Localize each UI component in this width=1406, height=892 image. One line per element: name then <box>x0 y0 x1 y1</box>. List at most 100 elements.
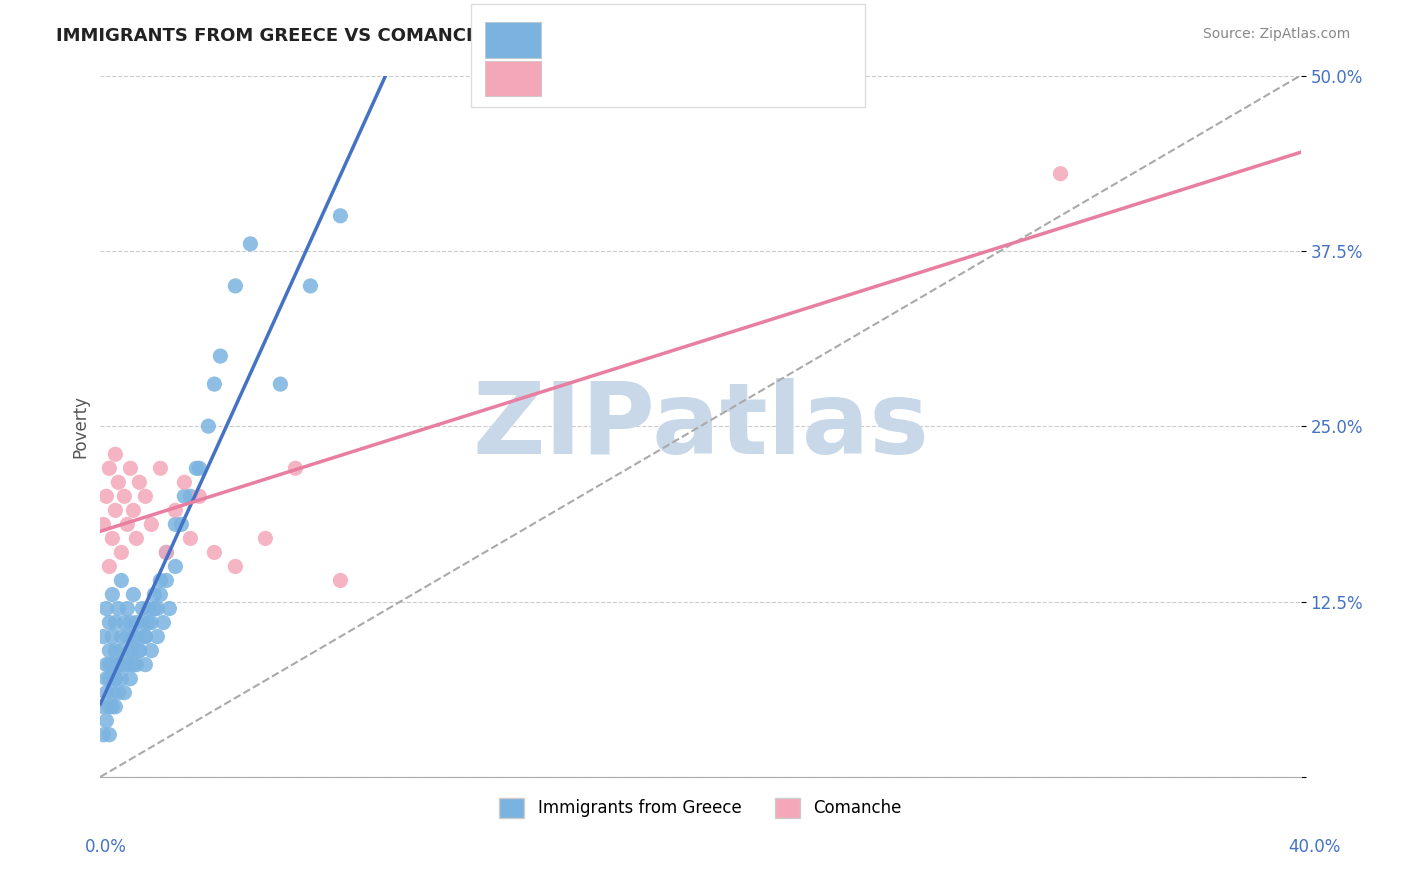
Point <box>101 699 124 714</box>
Point <box>122 630 145 644</box>
Point <box>155 545 177 559</box>
Text: N =: N = <box>675 69 714 87</box>
Point <box>165 517 187 532</box>
Point <box>98 643 121 657</box>
Point <box>96 714 118 728</box>
Text: ZIPatlas: ZIPatlas <box>472 377 929 475</box>
Point <box>128 643 150 657</box>
Point <box>101 532 124 546</box>
Point <box>120 461 142 475</box>
Point <box>269 377 291 392</box>
Point <box>125 532 148 546</box>
Point <box>152 615 174 630</box>
Point <box>112 615 135 630</box>
Y-axis label: Poverty: Poverty <box>72 394 89 458</box>
Point <box>125 630 148 644</box>
Point <box>93 728 115 742</box>
Point <box>202 377 225 392</box>
Point <box>239 236 262 251</box>
Point <box>209 349 232 363</box>
Point <box>149 574 172 588</box>
Point <box>284 461 307 475</box>
Text: 0.0%: 0.0% <box>84 838 127 855</box>
Point <box>131 615 153 630</box>
Point <box>120 643 142 657</box>
Point <box>138 615 160 630</box>
Point <box>117 657 139 672</box>
Point <box>101 587 124 601</box>
Point <box>179 489 201 503</box>
Point <box>101 630 124 644</box>
Point <box>186 461 208 475</box>
Point <box>134 657 156 672</box>
Point <box>120 672 142 686</box>
Point <box>96 489 118 503</box>
Point <box>93 630 115 644</box>
Point <box>104 503 127 517</box>
Point <box>96 657 118 672</box>
Point <box>131 601 153 615</box>
Point <box>122 657 145 672</box>
Point <box>104 699 127 714</box>
Point <box>146 630 169 644</box>
Point <box>107 657 129 672</box>
Point <box>157 601 180 615</box>
Point <box>104 643 127 657</box>
Point <box>155 574 177 588</box>
Point <box>104 672 127 686</box>
Point <box>128 643 150 657</box>
Point <box>93 699 115 714</box>
Point <box>188 461 211 475</box>
Point <box>110 574 132 588</box>
Point <box>146 601 169 615</box>
Point <box>224 559 246 574</box>
Point <box>98 728 121 742</box>
Point <box>107 475 129 490</box>
Point <box>104 672 127 686</box>
Point <box>110 672 132 686</box>
Text: IMMIGRANTS FROM GREECE VS COMANCHE POVERTY CORRELATION CHART: IMMIGRANTS FROM GREECE VS COMANCHE POVER… <box>56 27 814 45</box>
Point <box>107 601 129 615</box>
Point <box>155 545 177 559</box>
Point <box>125 615 148 630</box>
Point <box>125 657 148 672</box>
Point <box>122 587 145 601</box>
Text: 0.571: 0.571 <box>607 31 664 49</box>
Point <box>117 517 139 532</box>
Point <box>104 615 127 630</box>
Point <box>96 601 118 615</box>
Point <box>141 643 163 657</box>
Point <box>143 601 166 615</box>
Point <box>173 475 195 490</box>
Point <box>143 587 166 601</box>
Point <box>96 672 118 686</box>
Point <box>149 587 172 601</box>
Point <box>107 686 129 700</box>
Point <box>98 699 121 714</box>
Point <box>254 532 277 546</box>
Point <box>141 615 163 630</box>
Point <box>96 686 118 700</box>
Point <box>117 601 139 615</box>
Text: 29: 29 <box>717 69 742 87</box>
Point <box>107 657 129 672</box>
Point <box>110 545 132 559</box>
Text: N =: N = <box>675 31 714 49</box>
Point <box>179 532 201 546</box>
Text: 0.394: 0.394 <box>607 69 664 87</box>
Point <box>149 461 172 475</box>
Point <box>112 657 135 672</box>
Point <box>138 601 160 615</box>
Point <box>101 686 124 700</box>
Point <box>101 657 124 672</box>
Point <box>104 447 127 461</box>
Point <box>1049 167 1071 181</box>
Point <box>165 503 187 517</box>
Point <box>128 475 150 490</box>
Point <box>134 630 156 644</box>
Point <box>98 657 121 672</box>
Legend: Immigrants from Greece, Comanche: Immigrants from Greece, Comanche <box>492 791 908 824</box>
Point <box>188 489 211 503</box>
Point <box>165 559 187 574</box>
Point <box>98 559 121 574</box>
